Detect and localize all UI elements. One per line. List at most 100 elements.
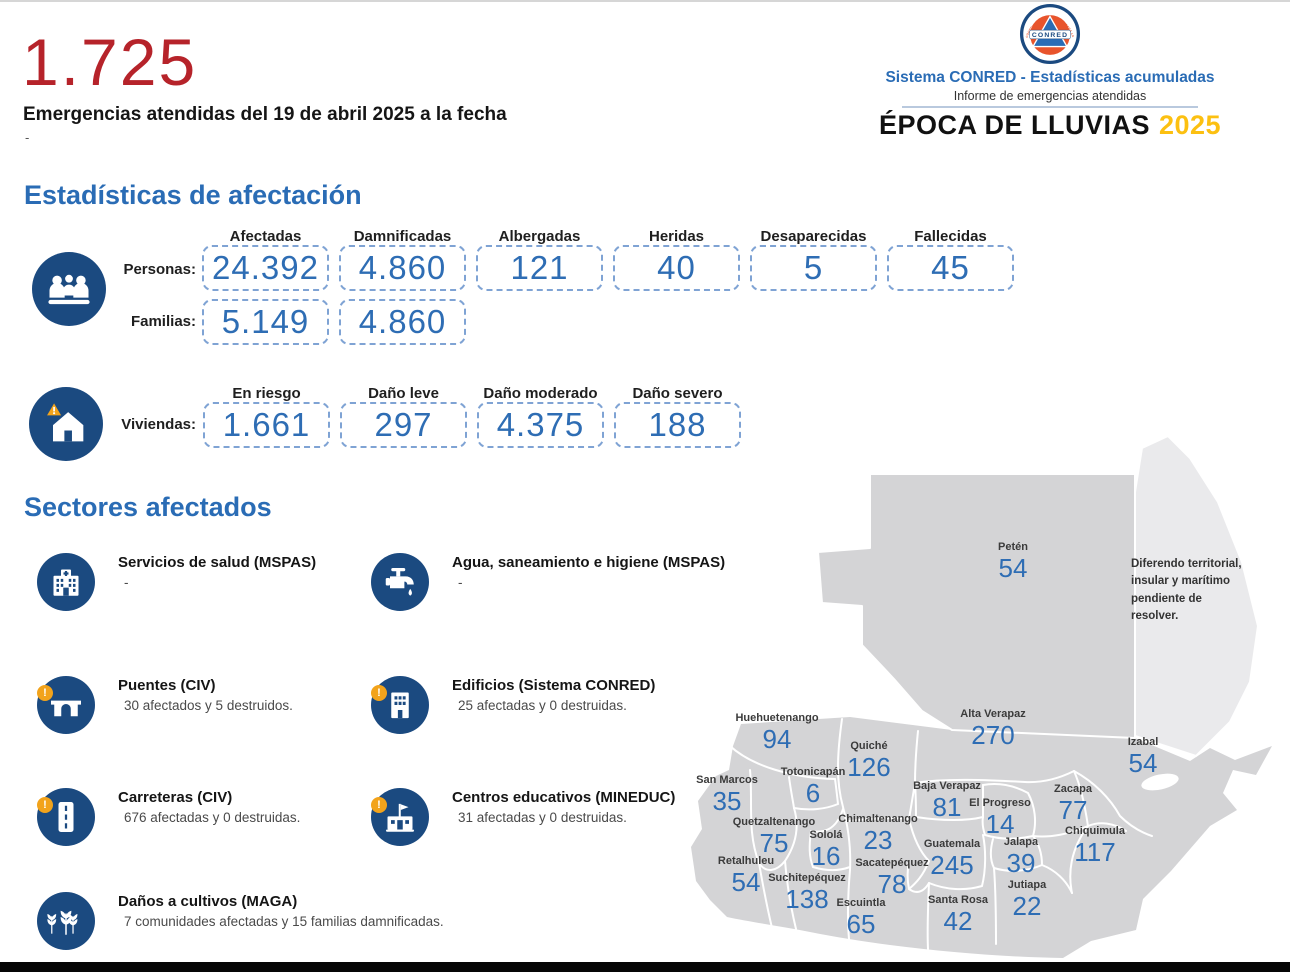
viviendas-column-header: En riesgo — [232, 385, 301, 402]
sector-detail: 676 afectadas y 0 destruidas. — [124, 810, 301, 825]
personas-value: 4.860 — [358, 249, 447, 286]
department-value: 54 — [1128, 747, 1158, 778]
sector-detail: 7 comunidades afectadas y 15 familias da… — [124, 914, 444, 929]
map-department-label: Sacatepéquez 78 — [855, 857, 928, 899]
map-department-label: El Progreso 14 — [969, 797, 1031, 838]
school-icon — [371, 788, 429, 846]
personas-value: 40 — [657, 249, 696, 286]
sector-title: Centros educativos (MINEDUC) — [452, 789, 676, 806]
department-value: 35 — [712, 785, 742, 816]
sector-detail: 25 afectadas y 0 destruidas. — [458, 698, 627, 713]
viviendas-value: 297 — [374, 406, 433, 443]
personas-column-header: Heridas — [648, 228, 705, 245]
road-icon — [37, 788, 95, 846]
viviendas-value-box: 4.375 — [477, 402, 604, 448]
personas-cell: Heridas 40 — [613, 228, 740, 291]
map-department-label: Guatemala 245 — [924, 838, 980, 879]
department-value: 117 — [1074, 836, 1116, 867]
personas-value-box: 45 — [887, 245, 1014, 291]
viviendas-column-header: Daño leve — [368, 385, 439, 402]
sector-item: Centros educativos (MINEDUC) 31 afectadas… — [371, 788, 675, 846]
warning-badge-icon — [37, 797, 53, 813]
personas-value-box: 4.860 — [339, 245, 466, 291]
department-name: Chiquimula — [1065, 825, 1125, 837]
familias-value-box: 5.149 — [202, 299, 329, 345]
department-value: 23 — [863, 824, 893, 855]
personas-column-header: Albergadas — [498, 228, 581, 245]
department-value: 94 — [762, 723, 792, 754]
department-name: Alta Verapaz — [960, 708, 1026, 720]
department-name: El Progreso — [969, 797, 1031, 809]
personas-cell: Damnificadas 4.860 — [339, 228, 466, 291]
map-department-label: Izabal 54 — [1127, 736, 1159, 778]
sector-item: Agua, saneamiento e higiene (MSPAS) - — [371, 553, 725, 611]
viviendas-column-header: Daño moderado — [483, 385, 598, 402]
department-name: Izabal — [1127, 736, 1159, 748]
department-name: San Marcos — [696, 774, 758, 786]
brand-block: COORDINADORA NACIONAL PARA LA REDUCCIÓN … — [878, 2, 1222, 141]
map-department-label: Chimaltenango 23 — [838, 813, 918, 855]
department-value: 39 — [1006, 847, 1036, 878]
map-department-label: Petén 54 — [998, 541, 1028, 583]
personas-column-header: Damnificadas — [353, 228, 452, 245]
building-icon — [371, 676, 429, 734]
department-value: 54 — [731, 866, 761, 897]
department-value: 16 — [811, 840, 841, 871]
department-name: Chimaltenango — [838, 813, 918, 825]
department-value: 78 — [877, 868, 907, 899]
viviendas-cell: En riesgo 1.661 — [203, 385, 330, 448]
faucet-icon — [371, 553, 429, 611]
map-department-label: Sololá 16 — [809, 829, 843, 871]
viviendas-value-box: 297 — [340, 402, 467, 448]
department-value: 22 — [1012, 890, 1042, 921]
season-title: ÉPOCA DE LLUVIAS 2025 — [878, 110, 1222, 141]
sector-text: Daños a cultivos (MAGA) 7 comunidades afe… — [118, 892, 444, 929]
department-name: Santa Rosa — [928, 894, 988, 906]
department-value: 126 — [847, 751, 891, 782]
department-name: Jutiapa — [1007, 879, 1047, 891]
map-lake-izabal — [1141, 773, 1179, 791]
personas-value-box: 121 — [476, 245, 603, 291]
sector-text: Carreteras (CIV) 676 afectadas y 0 destru… — [118, 788, 300, 825]
personas-cell: Fallecidas 45 — [887, 228, 1014, 291]
sector-text: Servicios de salud (MSPAS) - — [118, 553, 316, 590]
viviendas-value-box: 1.661 — [203, 402, 330, 448]
department-name: Sololá — [809, 829, 843, 841]
familias-stats-row: 5.149 4.860 — [202, 299, 466, 345]
department-value: 54 — [998, 552, 1028, 583]
guatemala-map-svg — [691, 434, 1272, 958]
department-value: 81 — [932, 791, 962, 822]
personas-value-box: 5 — [750, 245, 877, 291]
personas-column-header: Fallecidas — [914, 228, 987, 245]
department-name: Huehuetenango — [735, 712, 819, 724]
sector-title: Daños a cultivos (MAGA) — [118, 893, 298, 910]
personas-column-header: Desaparecidas — [760, 228, 867, 245]
personas-row-label: Personas: — [123, 261, 196, 278]
sector-title: Puentes (CIV) — [118, 677, 216, 694]
guatemala-map — [690, 430, 1290, 962]
department-value: 65 — [846, 908, 876, 939]
personas-value: 5 — [803, 249, 824, 286]
department-name: Suchitepéquez — [768, 872, 846, 884]
personas-cell: Desaparecidas 5 — [750, 228, 877, 291]
crops-icon — [37, 892, 95, 950]
logo-label: CONRED — [1032, 32, 1068, 39]
department-name: Totonicapán — [780, 766, 846, 778]
map-department-label: Chiquimula 117 — [1065, 825, 1125, 867]
viviendas-stats-row: En riesgo 1.661 Daño leve 297 Daño moderado 4… — [203, 385, 741, 448]
department-value: 6 — [805, 777, 821, 808]
people-icon — [32, 252, 106, 326]
sector-detail: 31 afectadas y 0 destruidas. — [458, 810, 627, 825]
sector-item: Daños a cultivos (MAGA) 7 comunidades afe… — [37, 892, 444, 950]
department-value: 138 — [785, 883, 829, 914]
sector-detail: - — [458, 575, 463, 590]
personas-value-box: 40 — [613, 245, 740, 291]
department-value: 270 — [971, 719, 1015, 750]
warning-badge-icon — [37, 685, 53, 701]
personas-value: 45 — [931, 249, 970, 286]
warning-badge-icon — [371, 685, 387, 701]
personas-value-box: 24.392 — [202, 245, 329, 291]
map-country-body — [691, 717, 1272, 958]
sector-title: Servicios de salud (MSPAS) — [118, 554, 317, 571]
map-department-label: Baja Verapaz 81 — [913, 780, 981, 822]
